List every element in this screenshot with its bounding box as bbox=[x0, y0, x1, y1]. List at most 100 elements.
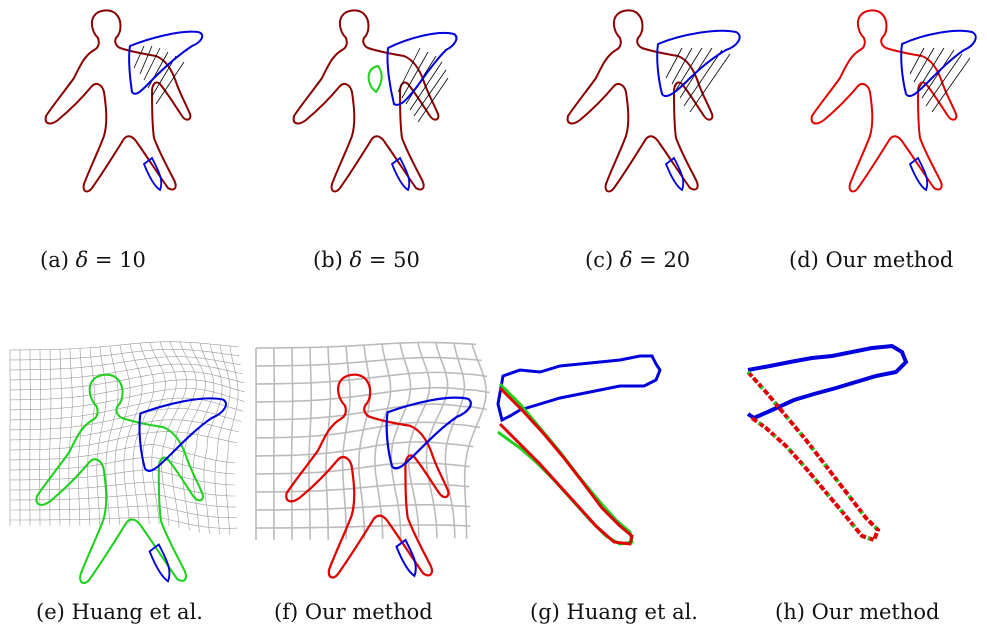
source-leg-contour bbox=[908, 156, 929, 192]
grid-line bbox=[255, 441, 474, 457]
source-contour bbox=[496, 354, 662, 423]
caption-b: (b) δ = 50 bbox=[313, 248, 420, 272]
grid-line bbox=[59, 349, 62, 526]
caption-c: (c) δ = 20 bbox=[585, 248, 691, 272]
grid-line bbox=[10, 444, 236, 464]
grid-line bbox=[10, 388, 245, 411]
grid-line bbox=[256, 403, 487, 421]
grid-line bbox=[255, 462, 470, 475]
grid-line bbox=[255, 504, 470, 511]
grid-line bbox=[10, 431, 237, 451]
grid-line bbox=[10, 349, 240, 361]
grid-line bbox=[444, 343, 466, 539]
grid-line bbox=[203, 343, 223, 534]
registered-contour bbox=[367, 64, 383, 94]
grid-line bbox=[256, 524, 471, 529]
source-contour bbox=[900, 29, 977, 98]
panel-b bbox=[292, 9, 458, 193]
grid-line bbox=[225, 345, 239, 535]
correspondence-lines bbox=[909, 47, 971, 113]
overlap-contour bbox=[44, 9, 192, 193]
grid-line bbox=[68, 348, 73, 526]
grid-line bbox=[390, 342, 412, 539]
caption-d: (d) Our method bbox=[789, 248, 954, 272]
source-contour bbox=[138, 397, 227, 472]
grid-line bbox=[273, 347, 276, 540]
grid-line bbox=[105, 345, 119, 525]
correspondence-lines bbox=[397, 47, 449, 123]
source-leg-contour bbox=[664, 156, 685, 192]
grid-line bbox=[10, 356, 241, 371]
source-leg-contour bbox=[390, 156, 411, 192]
source-contour bbox=[386, 32, 458, 106]
panel-a bbox=[44, 9, 204, 193]
grid-line bbox=[87, 347, 95, 526]
source-contour bbox=[385, 396, 472, 470]
panel-c bbox=[566, 9, 741, 193]
correspondence-lines bbox=[133, 45, 185, 105]
panel-h bbox=[746, 343, 909, 543]
grid-line bbox=[214, 344, 231, 535]
grid-line bbox=[9, 341, 239, 351]
grid-line bbox=[256, 356, 482, 367]
deformation-grid bbox=[9, 341, 245, 535]
grid-line bbox=[77, 348, 84, 526]
grid-line bbox=[255, 421, 481, 439]
grid-line bbox=[325, 346, 332, 540]
grid-line bbox=[374, 343, 392, 539]
grid-line bbox=[171, 341, 197, 529]
grid-line bbox=[308, 347, 313, 540]
grid-line bbox=[141, 342, 166, 524]
panel-g bbox=[496, 354, 662, 546]
grid-line bbox=[10, 371, 244, 391]
source-leg-contour bbox=[148, 543, 171, 583]
caption-h: (h) Our method bbox=[775, 600, 940, 624]
source-leg-contour bbox=[142, 156, 163, 192]
grid-line bbox=[10, 516, 238, 529]
source-leg-contour bbox=[395, 538, 417, 578]
grid-line bbox=[9, 419, 239, 441]
grid-line bbox=[9, 481, 236, 497]
grid-line bbox=[10, 379, 245, 401]
grid-line bbox=[192, 343, 215, 533]
grid-line bbox=[10, 456, 235, 475]
panel-d bbox=[810, 9, 977, 193]
grid-line bbox=[425, 342, 449, 539]
source-contour bbox=[656, 29, 741, 98]
grid-line bbox=[123, 343, 143, 525]
grid-line bbox=[256, 371, 488, 385]
caption-e: (e) Huang et al. bbox=[36, 600, 203, 624]
registered-contour bbox=[746, 370, 881, 543]
caption-a: (a) δ = 10 bbox=[40, 248, 146, 272]
grid-line bbox=[256, 386, 490, 403]
panel-e bbox=[9, 341, 245, 585]
grid-line bbox=[10, 493, 237, 508]
grid-line bbox=[358, 345, 371, 540]
grid-line bbox=[10, 469, 235, 486]
grid-line bbox=[151, 341, 177, 524]
caption-f: (f) Our method bbox=[274, 600, 433, 624]
grid-line bbox=[96, 346, 107, 526]
grid-line bbox=[49, 349, 52, 526]
grid-line bbox=[9, 408, 242, 431]
grid-line bbox=[10, 505, 237, 518]
target-contour bbox=[498, 386, 634, 546]
grid-line bbox=[290, 347, 294, 540]
target-contour bbox=[810, 9, 958, 193]
target-contour bbox=[746, 370, 881, 543]
grid-line bbox=[29, 349, 31, 526]
grid-line bbox=[181, 342, 206, 531]
grid-line bbox=[10, 397, 244, 421]
grid-line bbox=[161, 341, 187, 527]
grid-line bbox=[114, 344, 131, 525]
source-contour bbox=[746, 343, 909, 421]
deformation-grid bbox=[255, 341, 490, 540]
grid-line bbox=[463, 343, 487, 539]
panel-f bbox=[255, 341, 490, 579]
grid-line bbox=[255, 341, 477, 349]
grid-line bbox=[132, 343, 155, 525]
caption-g: (g) Huang et al. bbox=[530, 600, 698, 624]
overlap-contour bbox=[566, 9, 714, 193]
grid-line bbox=[39, 349, 41, 526]
